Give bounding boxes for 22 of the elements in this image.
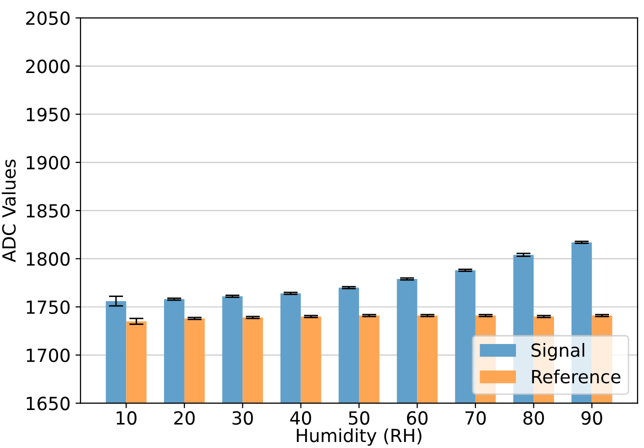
y-tick-label: 1900 [26, 156, 70, 170]
legend-label: Reference [532, 369, 620, 384]
legend-label: Signal [532, 342, 584, 360]
x-tick-label: 90 [582, 411, 602, 425]
x-tick-label: 80 [523, 411, 544, 425]
x-tick-label: 60 [407, 411, 428, 425]
x-tick-label: 20 [174, 411, 195, 425]
y-axis-title: ADC Values [2, 160, 16, 262]
x-tick-label: 50 [348, 411, 370, 425]
y-tick-label: 1950 [26, 108, 70, 122]
y-tick-label: 2000 [26, 60, 70, 74]
x-axis-title: Humidity (RH) [296, 428, 422, 446]
y-tick-label: 2050 [26, 11, 70, 26]
y-tick-label: 1800 [26, 252, 70, 266]
y-tick-label: 1650 [26, 396, 70, 410]
y-tick-label: 1700 [26, 348, 70, 362]
y-tick-label: 1850 [26, 204, 70, 218]
x-tick-label: 30 [232, 411, 253, 425]
x-tick-label: 40 [290, 411, 312, 425]
x-tick-label: 10 [116, 411, 136, 425]
x-tick-label: 70 [465, 411, 486, 425]
y-tick-label: 1750 [26, 300, 70, 314]
